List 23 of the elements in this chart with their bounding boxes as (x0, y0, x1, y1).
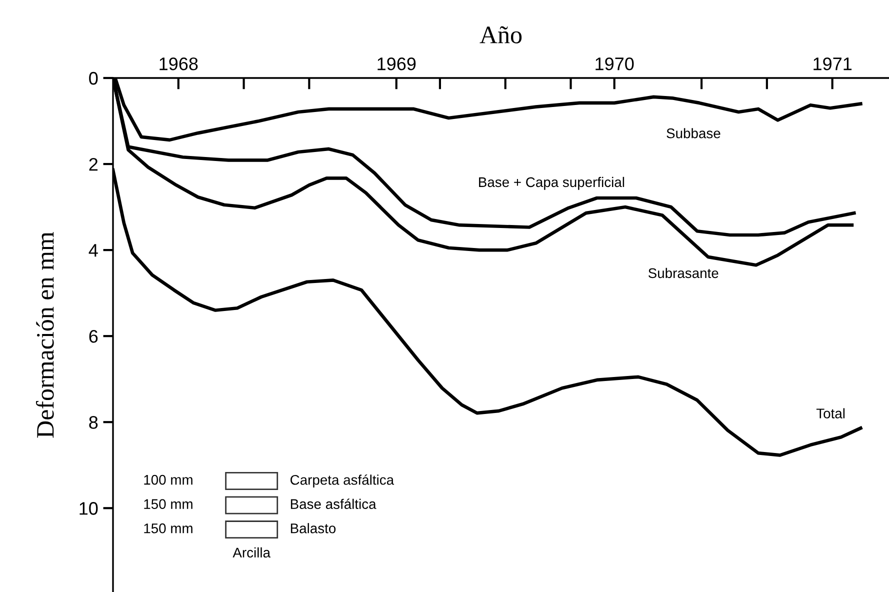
series-label: Base + Capa superficial (479, 176, 624, 190)
annotation: 150 mm (144, 499, 192, 509)
series-label: Subrasante (648, 268, 718, 278)
x-tick-label: 1970 (596, 57, 634, 70)
x-tick-label: 1971 (814, 57, 852, 70)
annotation: 100 mm (144, 474, 192, 485)
annotation: Arcilla (232, 547, 270, 558)
series-label: Subbase (666, 128, 720, 138)
x-tick-label: 1969 (378, 57, 416, 70)
annotation: Base asfáltica (290, 498, 376, 509)
y-axis-title: Deformación en mm (36, 232, 54, 438)
annotation: 150 mm (144, 523, 192, 534)
y-tick-label: 0 (89, 72, 98, 85)
x-tick-label: 1968 (160, 57, 198, 70)
y-tick-label: 6 (89, 330, 98, 343)
y-tick-label: 4 (88, 244, 98, 257)
y-tick-label: 8 (89, 416, 98, 429)
series-label: Total (816, 408, 845, 418)
annotation: Balasto (290, 523, 336, 534)
x-axis-title: Año (480, 26, 522, 44)
annotation: Carpeta asfáltica (290, 474, 394, 488)
y-tick-label: 10 (80, 502, 98, 515)
y-tick-label: 2 (89, 158, 98, 171)
